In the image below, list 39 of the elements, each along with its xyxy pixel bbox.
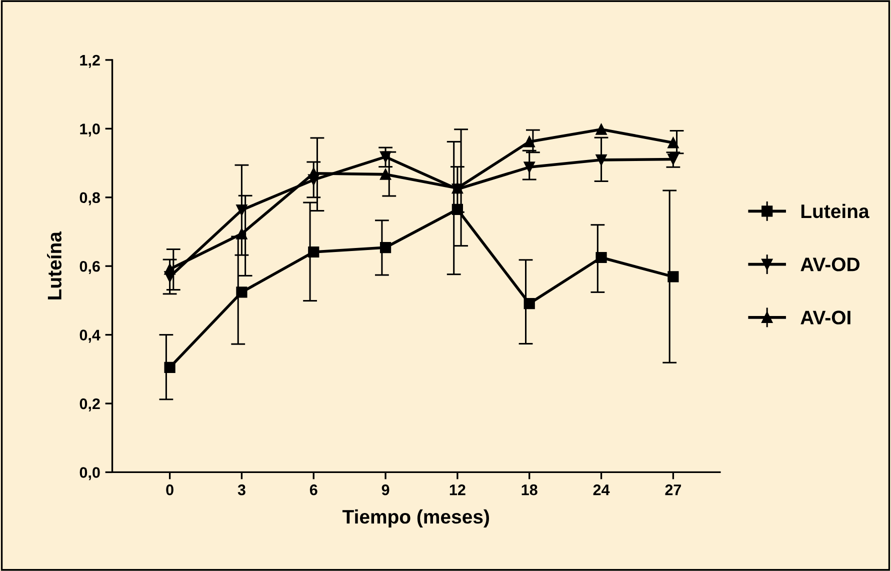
point — [164, 264, 176, 275]
point — [668, 137, 679, 148]
legend-label: AV-OI — [800, 310, 850, 324]
legend-label: AV-OD — [800, 258, 860, 272]
y-tick-label: 0,0 — [80, 467, 100, 480]
point — [452, 204, 464, 215]
x-tick-label: 27 — [665, 484, 682, 496]
point — [380, 168, 392, 180]
point — [524, 136, 535, 148]
point — [308, 246, 320, 258]
x-tick-label: 3 — [238, 484, 246, 496]
x-tick-label: 0 — [166, 484, 174, 496]
point — [236, 228, 248, 240]
y-tick-label: 0,8 — [80, 192, 100, 206]
y-axis-title: Luteína — [47, 231, 62, 300]
y-tick-label: 0,2 — [80, 398, 100, 412]
legend-label: Luteina — [801, 204, 870, 218]
y-tick-label: 1,0 — [80, 124, 100, 137]
point — [236, 286, 248, 298]
y-tick-label: 0,6 — [80, 260, 100, 274]
x-tick-label: 12 — [450, 484, 466, 496]
x-tick-label: 6 — [310, 484, 318, 496]
point — [308, 168, 320, 179]
point — [524, 298, 535, 310]
x-tick-label: 9 — [382, 484, 390, 496]
point — [380, 151, 392, 162]
point — [596, 252, 607, 264]
x-tick-label: 18 — [522, 484, 538, 496]
point — [596, 154, 607, 166]
point — [236, 204, 248, 216]
y-tick-label: 1,2 — [80, 54, 100, 68]
x-axis-title: Tiempo (meses) — [342, 509, 489, 528]
y-tick-label: 0,4 — [80, 330, 100, 343]
point — [380, 242, 392, 254]
point — [524, 162, 535, 173]
x-tick-label: 24 — [593, 484, 610, 496]
point — [164, 362, 176, 373]
point — [668, 271, 679, 282]
point — [596, 124, 607, 135]
